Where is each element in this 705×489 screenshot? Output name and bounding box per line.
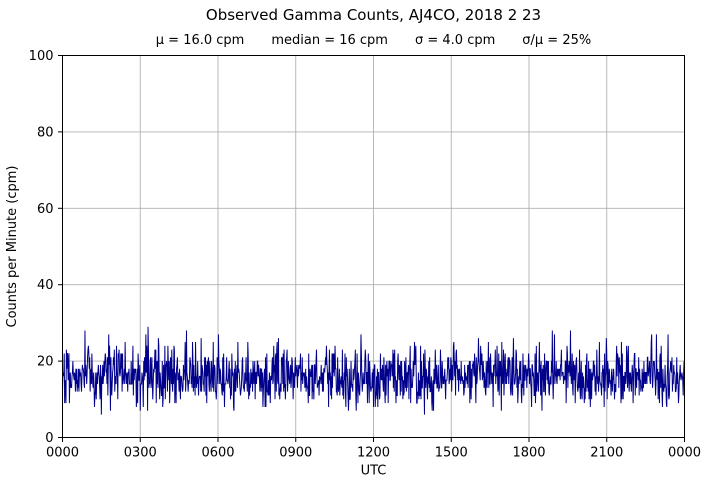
y-tick-label: 40 [37,278,54,293]
y-axis-label: Counts per Minute (cpm) [5,166,20,328]
y-tick-label: 80 [37,125,54,140]
y-tick-label: 100 [29,49,54,64]
stat-median: median = 16 cpm [271,33,388,48]
y-tick-label: 20 [37,355,54,370]
x-tick-label: 1200 [357,446,390,461]
stat-sigma-over-mu: σ/μ = 25% [522,33,592,48]
x-tick-label: 1800 [512,446,545,461]
chart-subtitle: μ = 16.0 cpm median = 16 cpm σ = 4.0 cpm… [62,33,685,48]
x-tick-label: 0300 [124,446,157,461]
stat-sigma: σ = 4.0 cpm [414,33,496,48]
x-tick-label: 0000 [46,446,79,461]
gamma-counts-series-line [62,326,685,415]
y-tick-label: 60 [37,202,54,217]
stat-mu: μ = 16.0 cpm [155,33,245,48]
x-axis-label: UTC [361,464,387,479]
x-tick-label: 0900 [279,446,312,461]
x-tick-label: 2100 [590,446,623,461]
x-tick-label: 1500 [435,446,468,461]
y-tick-label: 0 [45,431,53,446]
chart-title: Observed Gamma Counts, AJ4CO, 2018 2 23 [205,6,542,24]
x-tick-label: 0000 [668,446,701,461]
x-tick-label: 0600 [201,446,234,461]
